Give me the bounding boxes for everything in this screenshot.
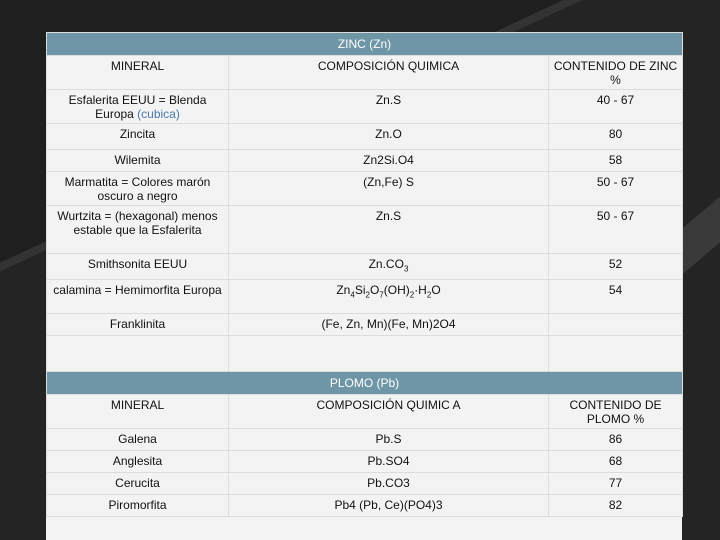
composition-cell: Pb.CO3 [228, 472, 549, 495]
content-cell: 68 [547, 450, 684, 473]
zinc-header-row: MINERAL COMPOSICIÓN QUIMICA CONTENIDO DE… [46, 55, 684, 90]
minerals-table: ZINC (Zn) MINERAL COMPOSICIÓN QUIMICA CO… [45, 32, 684, 517]
table-row: Piromorfita Pb4 (Pb, Ce)(PO4)3 82 [46, 494, 684, 517]
mineral-cell: Cerucita [46, 472, 229, 495]
mineral-cell: Galena [46, 428, 229, 451]
content-cell: 77 [547, 472, 684, 495]
mineral-cell: Anglesita [46, 450, 229, 473]
composition-cell: Zn4Si2O7(OH)2·H2O [228, 279, 549, 314]
table-row: Cerucita Pb.CO3 77 [46, 472, 684, 495]
content-cell [547, 313, 684, 336]
mineral-cell: Marmatita = Colores marón oscuro a negro [46, 171, 229, 206]
content-cell: 50 - 67 [547, 205, 684, 254]
zinc-header-composition: COMPOSICIÓN QUIMICA [228, 55, 549, 90]
content-cell: 80 [547, 123, 684, 150]
lead-header-content: CONTENIDO DE PLOMO % [547, 394, 684, 429]
zinc-header-content: CONTENIDO DE ZINC % [547, 55, 684, 90]
mineral-cell: Zincita [46, 123, 229, 150]
table-row: Marmatita = Colores marón oscuro a negro… [46, 171, 684, 206]
empty-cell [547, 335, 684, 372]
table-row: Esfalerita EEUU = Blenda Europa (cubica)… [46, 89, 684, 124]
mineral-cell: Wilemita [46, 149, 229, 172]
composition-cell: Pb.SO4 [228, 450, 549, 473]
zinc-title: ZINC (Zn) [45, 32, 684, 56]
subscript: 3 [403, 264, 409, 274]
lead-header-mineral: MINERAL [46, 394, 229, 429]
composition-cell: Pb.S [228, 428, 549, 451]
table-row: Wurtzita = (hexagonal) menos estable que… [46, 205, 684, 254]
content-cell: 54 [547, 279, 684, 314]
mineral-cell: Franklinita [46, 313, 229, 336]
table-row: Zincita Zn.O 80 [46, 123, 684, 150]
content-cell: 52 [547, 253, 684, 280]
content-cell: 40 - 67 [547, 89, 684, 124]
composition-cell: (Fe, Zn, Mn)(Fe, Mn)2O4 [228, 313, 549, 336]
content-cell: 86 [547, 428, 684, 451]
empty-cell [228, 335, 549, 372]
mineral-cell: Piromorfita [46, 494, 229, 517]
content-cell: 58 [547, 149, 684, 172]
lead-header-composition: COMPOSICIÓN QUIMIC A [228, 394, 549, 429]
mineral-cell: Esfalerita EEUU = Blenda Europa (cubica) [46, 89, 229, 124]
composition-cell: (Zn,Fe) S [228, 171, 549, 206]
mineral-cell: Wurtzita = (hexagonal) menos estable que… [46, 205, 229, 254]
table-row: Wilemita Zn2Si.O4 58 [46, 149, 684, 172]
zinc-header-mineral: MINERAL [46, 55, 229, 90]
table-row: Galena Pb.S 86 [46, 428, 684, 451]
content-cell: 50 - 67 [547, 171, 684, 206]
mineral-region-eeuu: EEUU [121, 93, 156, 107]
content-cell: 82 [547, 494, 684, 517]
composition-cell: Zn2Si.O4 [228, 149, 549, 172]
composition-cell: Zn.S [228, 205, 549, 254]
zinc-title-row: ZINC (Zn) [45, 32, 684, 56]
mineral-cell: calamina = Hemimorfita Europa [46, 279, 229, 314]
lead-title-row: PLOMO (Pb) [45, 371, 684, 395]
mineral-form: (cubica) [137, 107, 180, 121]
composition-cell: Pb4 (Pb, Ce)(PO4)3 [228, 494, 549, 517]
empty-cell [46, 335, 229, 372]
composition-cell: Zn.CO3 [228, 253, 549, 280]
table-row: Franklinita (Fe, Zn, Mn)(Fe, Mn)2O4 [46, 313, 684, 336]
lead-title: PLOMO (Pb) [45, 371, 684, 395]
composition-cell: Zn.S [228, 89, 549, 124]
empty-row [46, 335, 684, 372]
composition-cell: Zn.O [228, 123, 549, 150]
lead-header-row: MINERAL COMPOSICIÓN QUIMIC A CONTENIDO D… [46, 394, 684, 429]
table-row: Smithsonita EEUU Zn.CO3 52 [46, 253, 684, 280]
table-row: calamina = Hemimorfita Europa Zn4Si2O7(O… [46, 279, 684, 314]
mineral-name: Esfalerita EEUU = Blenda Europa (cubica) [68, 93, 207, 121]
slide: ZINC (Zn) MINERAL COMPOSICIÓN QUIMICA CO… [45, 32, 684, 540]
mineral-cell: Smithsonita EEUU [46, 253, 229, 280]
table-row: Anglesita Pb.SO4 68 [46, 450, 684, 473]
